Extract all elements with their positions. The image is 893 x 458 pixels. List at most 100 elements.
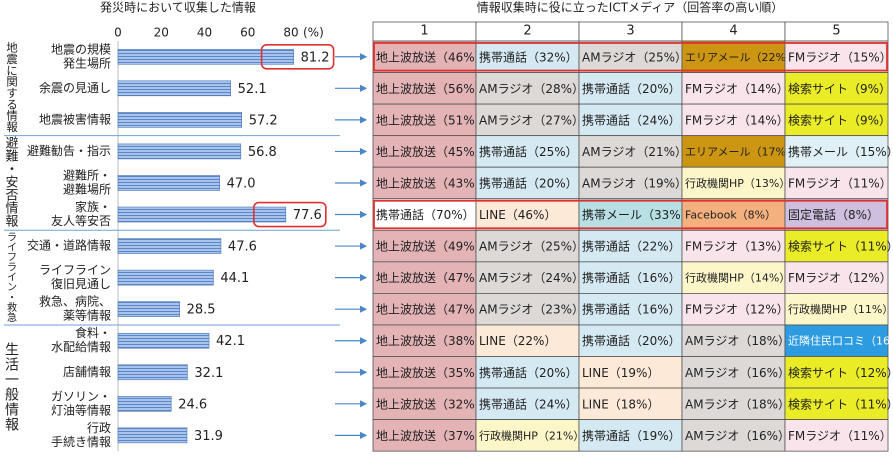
category-label: 余震の見通し bbox=[39, 80, 111, 95]
highlight-box bbox=[260, 43, 335, 70]
table-cell bbox=[784, 356, 889, 389]
category-label-line: 避難勧告・指示 bbox=[27, 143, 111, 158]
table-cell-text: AMラジオ（18%） bbox=[685, 334, 790, 348]
group-label-char: 情 bbox=[5, 403, 19, 419]
category-label-line: 店舗情報 bbox=[63, 365, 111, 379]
bar bbox=[117, 80, 231, 97]
table-cell bbox=[475, 103, 580, 137]
table-cell-text: 携帯通話（20%） bbox=[479, 365, 578, 380]
x-tick-label: 60 bbox=[240, 26, 255, 40]
table-cell-text: AMラジオ（18%） bbox=[685, 397, 790, 411]
table-cell bbox=[784, 387, 889, 420]
highlight-box bbox=[253, 201, 327, 228]
table-cell-text: 携帯通話（70%） bbox=[376, 207, 475, 222]
x-tick-label: 40 bbox=[197, 26, 212, 40]
table-cell-text: LINE（18%） bbox=[582, 397, 659, 411]
group-label-char: 難 bbox=[6, 150, 19, 165]
table-cell-text: AMラジオ（25%） bbox=[582, 50, 687, 64]
table-cell-text: 携帯通話（20%） bbox=[582, 333, 681, 348]
table-cell bbox=[578, 103, 683, 137]
bar bbox=[117, 143, 242, 160]
table-cell bbox=[784, 198, 889, 231]
table-cell bbox=[681, 292, 786, 326]
table-cell-text: LINE（22%） bbox=[479, 334, 556, 348]
table-cell bbox=[681, 261, 786, 294]
category-label-line: ライフライン bbox=[39, 263, 111, 277]
category-label: 家族・友人等安否 bbox=[51, 199, 111, 228]
category-label-line: 灯油等情報 bbox=[51, 403, 111, 417]
table-cell bbox=[475, 72, 580, 105]
table-cell-text: LINE（46%） bbox=[479, 208, 556, 222]
table-cell bbox=[784, 40, 889, 73]
category-label-line: ガソリン・ bbox=[51, 389, 111, 403]
category-label: 避難所・避難場所 bbox=[63, 167, 111, 196]
table-cell-text: 携帯通話（20%） bbox=[479, 175, 578, 190]
bar bbox=[117, 396, 172, 412]
group-label-char: 情 bbox=[6, 201, 19, 216]
table-cell-text: 検索サイト（12%） bbox=[788, 366, 893, 380]
category-label: 避難勧告・指示 bbox=[27, 143, 111, 158]
table-cell-text: 地上波放送（47%） bbox=[376, 270, 487, 285]
table-cell-text: 地上波放送（49%） bbox=[376, 239, 487, 254]
table-cell bbox=[578, 72, 683, 105]
bar-value-label: 77.6 bbox=[293, 208, 322, 223]
table-cell-text: 行政機関HP（14%） bbox=[685, 271, 790, 285]
bar-value-label: 42.1 bbox=[216, 334, 245, 349]
table-cell-text: AMラジオ（27%） bbox=[479, 113, 584, 127]
table-cell-text: 地上波放送（46%） bbox=[376, 49, 487, 64]
bar bbox=[117, 364, 188, 381]
table-cell bbox=[475, 324, 580, 357]
group-label-char: 報 bbox=[6, 120, 17, 134]
table-cell-text: AMラジオ（19%） bbox=[582, 176, 687, 190]
group-label-char: ・ bbox=[7, 293, 17, 304]
table-column-header: 1 bbox=[420, 24, 428, 39]
table-cell-text: AMラジオ（16%） bbox=[685, 429, 790, 443]
group-label-char: 避 bbox=[6, 137, 19, 152]
table-cell bbox=[681, 135, 786, 168]
table-row-highlight bbox=[373, 42, 888, 72]
category-label-line: 友人等安否 bbox=[51, 213, 111, 228]
category-label-line: 復旧見通し bbox=[51, 276, 111, 291]
table-cell-text: 地上波放送（32%） bbox=[376, 396, 487, 411]
bar bbox=[117, 269, 214, 286]
table-column-header: 3 bbox=[626, 24, 634, 39]
table-cell-text: 検索サイト（11%） bbox=[788, 397, 893, 411]
group-label-char: ン bbox=[7, 283, 17, 294]
table-row-highlight bbox=[373, 199, 888, 230]
group-label-char: ラ bbox=[7, 231, 17, 243]
table-cell bbox=[475, 40, 580, 73]
category-label-line: 余震の見通し bbox=[39, 80, 111, 95]
table-cell-text: FMラジオ（15%） bbox=[788, 50, 892, 64]
group-label-char: ラ bbox=[7, 262, 17, 274]
category-label-line: 避難場所 bbox=[63, 181, 111, 196]
table-cell bbox=[475, 387, 580, 420]
category-label-line: 地震被害情報 bbox=[39, 111, 111, 126]
table-cell-text: 携帯通話（22%） bbox=[582, 239, 681, 254]
table-cell bbox=[475, 292, 580, 326]
table-cell-text: 地上波放送（35%） bbox=[376, 365, 487, 380]
table-cell-text: 地上波放送（37%） bbox=[376, 428, 487, 443]
table-cell-text: FMラジオ（12%） bbox=[788, 271, 892, 285]
table-cell-text: 携帯メール（33%） bbox=[582, 207, 693, 222]
group-label-char: 一 bbox=[5, 373, 19, 389]
table-cell bbox=[681, 356, 786, 389]
category-label-line: 交通・道路情報 bbox=[27, 238, 111, 253]
table-cell-text: FMラジオ（11%） bbox=[788, 429, 892, 443]
bar-value-label: 56.8 bbox=[248, 145, 277, 160]
table-cell-text: エリアメール（17%） bbox=[685, 145, 797, 158]
table-cell bbox=[578, 387, 683, 420]
table-cell bbox=[475, 419, 580, 452]
bar bbox=[117, 175, 220, 191]
table-cell bbox=[784, 166, 889, 200]
bar-chart-title: 発災時において収集した情報 bbox=[100, 0, 256, 15]
table-column-header: 2 bbox=[523, 24, 531, 39]
table-cell-text: 検索サイト（9%） bbox=[788, 82, 891, 96]
bar-value-label: 81.2 bbox=[301, 50, 330, 65]
table-cell bbox=[578, 261, 683, 294]
group-label-char: に bbox=[6, 63, 17, 77]
table-cell-text: FMラジオ（14%） bbox=[685, 82, 789, 96]
